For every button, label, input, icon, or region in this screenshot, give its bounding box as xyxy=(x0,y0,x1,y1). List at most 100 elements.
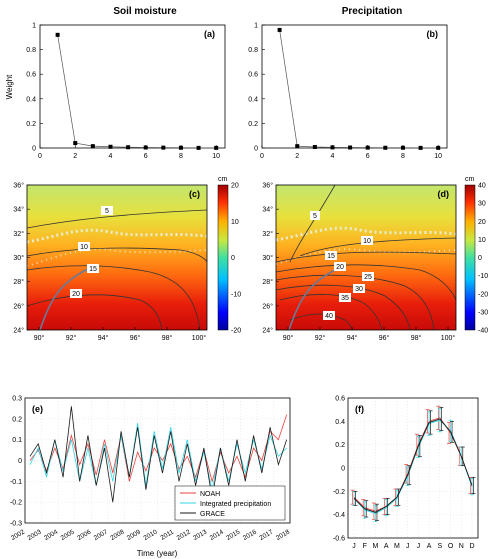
panel-b-point-0 xyxy=(277,27,282,32)
panel-d-ytick-label-1: 26° xyxy=(262,302,273,310)
panel-c-contour-20 xyxy=(29,294,163,331)
panel-e-ytick-label-1: 0.2 xyxy=(12,416,22,423)
panel-b-xtick-label-4: 8 xyxy=(401,153,405,160)
panel-b-point-9 xyxy=(436,145,441,150)
panel-c-contour-label-20: 20 xyxy=(72,291,80,298)
panel-c-ytick-label-2: 28° xyxy=(13,278,24,286)
panel-d-contour-label-bg-30 xyxy=(353,284,365,293)
panel-b-ytick-label-3: 0.6 xyxy=(248,72,258,79)
panel-a-ylabel: Weight xyxy=(5,74,14,100)
panel-f-ytick-label-5: -0.4 xyxy=(333,512,345,519)
panel-c-contour-label-5: 5 xyxy=(105,208,109,215)
panel-d-terrain-mask xyxy=(275,226,457,242)
panel-d-colorbar-tick-4: 0 xyxy=(478,255,482,262)
panel-d-contour-label-bg-40 xyxy=(323,311,335,320)
panel-a-point-9 xyxy=(214,145,219,150)
panel-d-colorbar-tick-7: -30 xyxy=(478,309,488,316)
panel-d: 5 10 15 20 25 30 35 40 (d) 90° 92° 94° 96° 9… xyxy=(262,176,488,342)
panel-d-contour-label-bg-5 xyxy=(310,211,320,220)
panel-d-ytick-label-2: 28° xyxy=(262,278,273,286)
panel-c-colorbar-tick-2: 0 xyxy=(231,255,235,262)
panel-f-frame xyxy=(347,397,479,539)
panel-d-colorbar-tick-8: -40 xyxy=(478,328,488,335)
panel-a-xtick-label-5: 10 xyxy=(212,153,220,160)
panel-d-ytick-label-3: 30° xyxy=(262,254,273,262)
panel-c-contour-label-bg-5 xyxy=(101,206,113,215)
panel-e-ytick-label-0: 0.3 xyxy=(12,396,22,403)
panel-d-contour-15 xyxy=(275,251,457,263)
panel-a-ytick-label-2: 0.4 xyxy=(26,96,36,103)
panel-c-heatmap xyxy=(27,185,207,330)
panel-c-contour-label-bg-15 xyxy=(87,264,99,273)
panel-e-xtick-label-8: 2010 xyxy=(142,528,158,541)
panel-b-ytick-label-0: 0 xyxy=(254,146,258,153)
panel-d-contour-label-10: 10 xyxy=(363,238,371,245)
panel-c-ytick-label-0: 24° xyxy=(13,327,24,335)
panel-c-ytick-label-4: 32° xyxy=(13,230,24,238)
legend-label-noah: NOAH xyxy=(200,491,220,498)
panel-b-point-5 xyxy=(365,145,370,150)
panel-c-contour-10 xyxy=(26,247,208,263)
panel-a-point-3 xyxy=(108,144,113,149)
panel-f-ytick-label-4: -0.2 xyxy=(333,489,345,496)
panel-a-label: (a) xyxy=(204,29,215,39)
panel-f-xtick-label-4: M xyxy=(394,543,400,550)
panel-f-ytick-label-0: 0.6 xyxy=(335,396,345,403)
panel-a-point-8 xyxy=(196,145,201,150)
panel-c-label: (c) xyxy=(189,189,200,199)
panel-e-xtick-label-3: 2005 xyxy=(60,528,76,541)
panel-a-point-6 xyxy=(161,145,166,150)
panel-e-xtick-label-4: 2006 xyxy=(76,528,92,541)
panel-a-ytick-label-0: 0 xyxy=(32,146,36,153)
panel-c-contour-label-15: 15 xyxy=(89,266,97,273)
panel-e-xtick-label-10: 2012 xyxy=(176,528,192,541)
panel-b-point-1 xyxy=(295,144,300,149)
panel-d-contour-label-15: 15 xyxy=(327,253,335,260)
panel-b-ytick-label-2: 0.4 xyxy=(248,96,258,103)
panel-e-xtick-label-11: 2013 xyxy=(192,528,208,541)
panel-e-xtick-label-12: 2014 xyxy=(209,528,225,541)
panel-d-heatmap xyxy=(276,185,456,330)
panel-d-contour-30 xyxy=(275,284,411,331)
panel-e-xtick-label-1: 2003 xyxy=(27,528,43,541)
panel-f-ytick-label-1: 0.4 xyxy=(335,419,345,426)
panel-c-colorbar xyxy=(217,184,229,331)
legend-label-grace: GRACE xyxy=(200,511,225,518)
panel-b-point-2 xyxy=(312,145,317,150)
panel-d-label: (d) xyxy=(438,189,450,199)
panel-f-xtick-label-6: J xyxy=(417,543,421,550)
panel-c-colorbar-unit: cm xyxy=(218,176,228,183)
panel-c-contour-label-10: 10 xyxy=(80,244,88,251)
panel-f-series-black xyxy=(353,418,473,513)
panel-b-label: (b) xyxy=(427,29,439,39)
panel-e-xtick-label-6: 2008 xyxy=(109,528,125,541)
panel-c-xtick-label-2: 94° xyxy=(98,334,109,342)
panel-d-colorbar-tick-3: 10 xyxy=(478,237,486,244)
panel-e-xtick-label-9: 2011 xyxy=(159,528,175,541)
panel-d-colorbar-tick-5: -10 xyxy=(478,273,488,280)
panel-e-ytick-label-6: -0.3 xyxy=(10,521,22,528)
panel-d-contour-label-5: 5 xyxy=(313,213,317,220)
panel-e-ytick-label-4: -0.1 xyxy=(10,479,22,486)
panel-c-xtick-label-4: 98° xyxy=(162,334,173,342)
panel-f-ytick-label-2: 0.2 xyxy=(335,442,345,449)
panel-f-xtick-label-9: O xyxy=(448,543,454,550)
panel-e-series-integrated xyxy=(29,422,287,490)
panel-d-colorbar-unit: cm xyxy=(465,176,475,183)
panel-e-xtick-label-7: 2009 xyxy=(126,528,142,541)
panel-a-xtick-label-4: 8 xyxy=(179,153,183,160)
panel-e: (e) 2002 2003 2004 2005 2006 2007 2008 2009 2010… xyxy=(10,396,291,559)
panel-c-xtick-label-5: 100° xyxy=(192,334,207,342)
panel-e-series-grace xyxy=(29,406,288,503)
panel-d-contour-20 xyxy=(275,264,457,301)
panel-f-xtick-label-7: A xyxy=(427,543,432,550)
panel-d-terrain-mask-2 xyxy=(275,248,457,265)
panel-d-xtick-label-0: 90° xyxy=(283,334,294,342)
panel-f: (f) J F M A M J J A S O N D0.60.40.20-0.2-0.4-0.6 xyxy=(333,396,479,550)
panel-f-xtick-label-8: S xyxy=(437,543,442,550)
panel-f-ytick-label-3: 0 xyxy=(341,466,345,473)
panel-a-point-4 xyxy=(126,145,131,150)
panel-d-contour-label-bg-35 xyxy=(339,293,351,302)
panel-b-point-6 xyxy=(383,145,388,150)
